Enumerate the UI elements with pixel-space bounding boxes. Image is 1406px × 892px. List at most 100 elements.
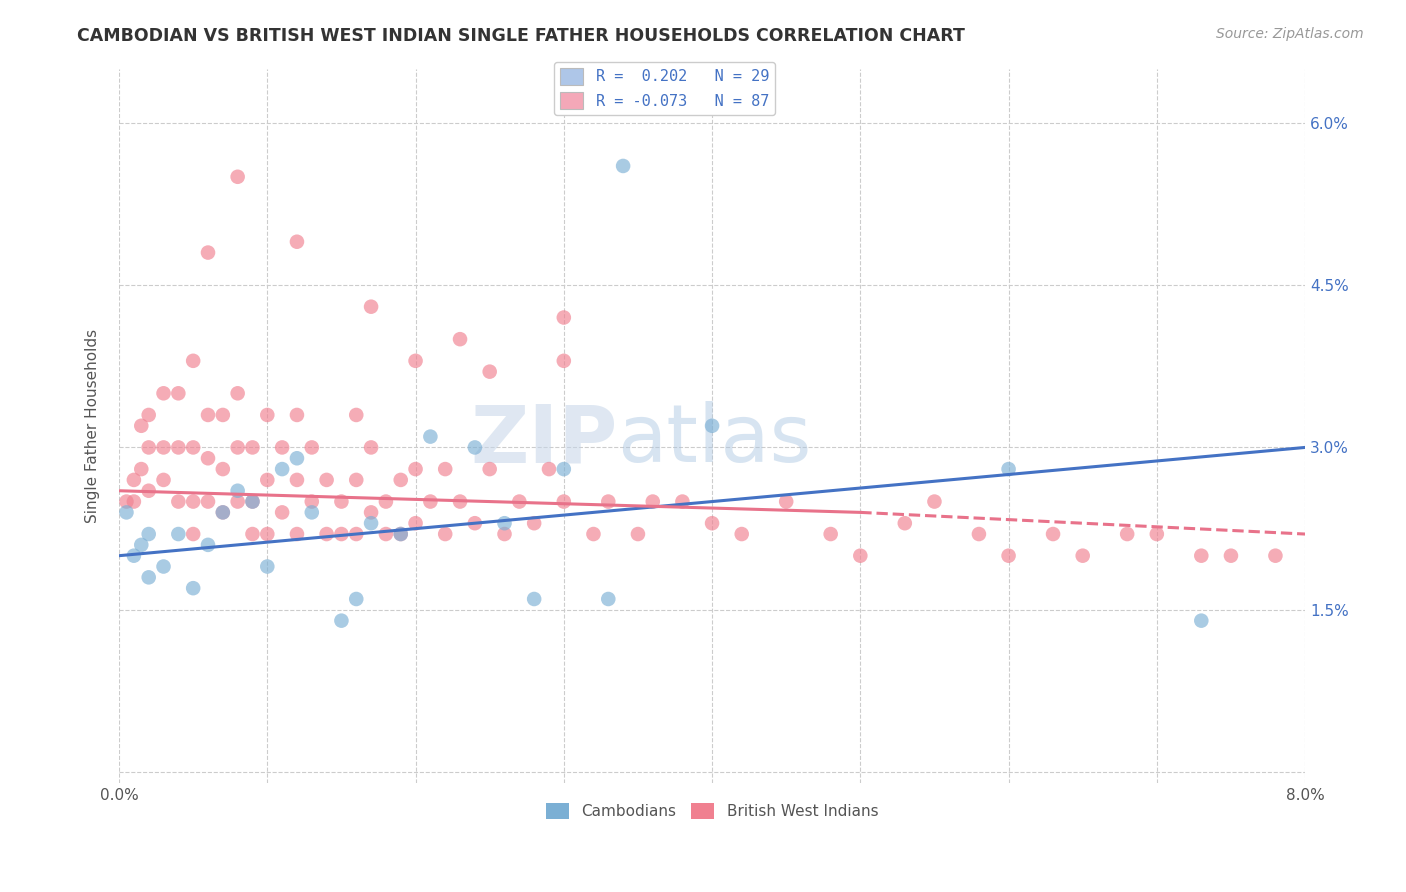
Point xyxy=(360,441,382,455)
Point xyxy=(405,354,427,368)
Point xyxy=(226,169,249,184)
Point xyxy=(271,441,294,455)
Point xyxy=(197,408,219,422)
Point xyxy=(820,527,842,541)
Point xyxy=(1264,549,1286,563)
Point xyxy=(181,494,204,508)
Point xyxy=(115,505,138,519)
Point xyxy=(523,592,546,607)
Point xyxy=(181,441,204,455)
Point xyxy=(389,527,412,541)
Point xyxy=(197,451,219,466)
Point xyxy=(553,354,575,368)
Point xyxy=(344,473,367,487)
Point xyxy=(612,159,634,173)
Point xyxy=(494,527,516,541)
Point xyxy=(553,310,575,325)
Point xyxy=(181,354,204,368)
Point xyxy=(1042,527,1064,541)
Point xyxy=(285,473,308,487)
Point xyxy=(197,538,219,552)
Point xyxy=(242,527,264,541)
Text: ZIP: ZIP xyxy=(470,401,617,479)
Point xyxy=(894,516,917,531)
Point xyxy=(129,538,152,552)
Point xyxy=(226,386,249,401)
Point xyxy=(1071,549,1094,563)
Point xyxy=(152,386,174,401)
Point xyxy=(360,505,382,519)
Point xyxy=(152,559,174,574)
Point xyxy=(641,494,664,508)
Point xyxy=(256,527,278,541)
Point xyxy=(152,473,174,487)
Point xyxy=(344,408,367,422)
Point xyxy=(167,527,190,541)
Point xyxy=(197,245,219,260)
Point xyxy=(671,494,693,508)
Point xyxy=(731,527,754,541)
Point xyxy=(138,408,160,422)
Point xyxy=(129,462,152,476)
Point xyxy=(285,408,308,422)
Point xyxy=(285,451,308,466)
Text: Source: ZipAtlas.com: Source: ZipAtlas.com xyxy=(1216,27,1364,41)
Point xyxy=(138,527,160,541)
Point xyxy=(1189,549,1212,563)
Point xyxy=(627,527,650,541)
Point xyxy=(537,462,560,476)
Point xyxy=(271,505,294,519)
Point xyxy=(434,462,457,476)
Point xyxy=(242,494,264,508)
Point xyxy=(211,408,233,422)
Point xyxy=(775,494,797,508)
Point xyxy=(700,516,723,531)
Point xyxy=(301,505,323,519)
Point xyxy=(256,473,278,487)
Point xyxy=(256,408,278,422)
Point xyxy=(598,592,620,607)
Point xyxy=(197,494,219,508)
Point xyxy=(494,516,516,531)
Point xyxy=(464,516,486,531)
Point xyxy=(167,441,190,455)
Point xyxy=(315,527,337,541)
Point xyxy=(138,570,160,584)
Point xyxy=(553,462,575,476)
Point xyxy=(301,494,323,508)
Point xyxy=(242,494,264,508)
Point xyxy=(167,494,190,508)
Point xyxy=(997,462,1019,476)
Point xyxy=(181,581,204,595)
Point xyxy=(419,429,441,443)
Point xyxy=(138,483,160,498)
Point xyxy=(271,462,294,476)
Text: CAMBODIAN VS BRITISH WEST INDIAN SINGLE FATHER HOUSEHOLDS CORRELATION CHART: CAMBODIAN VS BRITISH WEST INDIAN SINGLE … xyxy=(77,27,965,45)
Point xyxy=(553,494,575,508)
Point xyxy=(211,505,233,519)
Point xyxy=(1146,527,1168,541)
Point xyxy=(374,494,396,508)
Point xyxy=(122,473,145,487)
Point xyxy=(1189,614,1212,628)
Point xyxy=(211,462,233,476)
Point xyxy=(315,473,337,487)
Point xyxy=(285,527,308,541)
Point xyxy=(464,441,486,455)
Point xyxy=(129,418,152,433)
Point xyxy=(374,527,396,541)
Point xyxy=(849,549,872,563)
Point xyxy=(211,505,233,519)
Point xyxy=(449,332,471,346)
Point xyxy=(256,559,278,574)
Point xyxy=(582,527,605,541)
Point xyxy=(434,527,457,541)
Point xyxy=(478,462,501,476)
Point xyxy=(122,549,145,563)
Point xyxy=(389,527,412,541)
Point xyxy=(330,527,353,541)
Point xyxy=(1220,549,1243,563)
Point xyxy=(285,235,308,249)
Point xyxy=(330,494,353,508)
Y-axis label: Single Father Households: Single Father Households xyxy=(86,329,100,523)
